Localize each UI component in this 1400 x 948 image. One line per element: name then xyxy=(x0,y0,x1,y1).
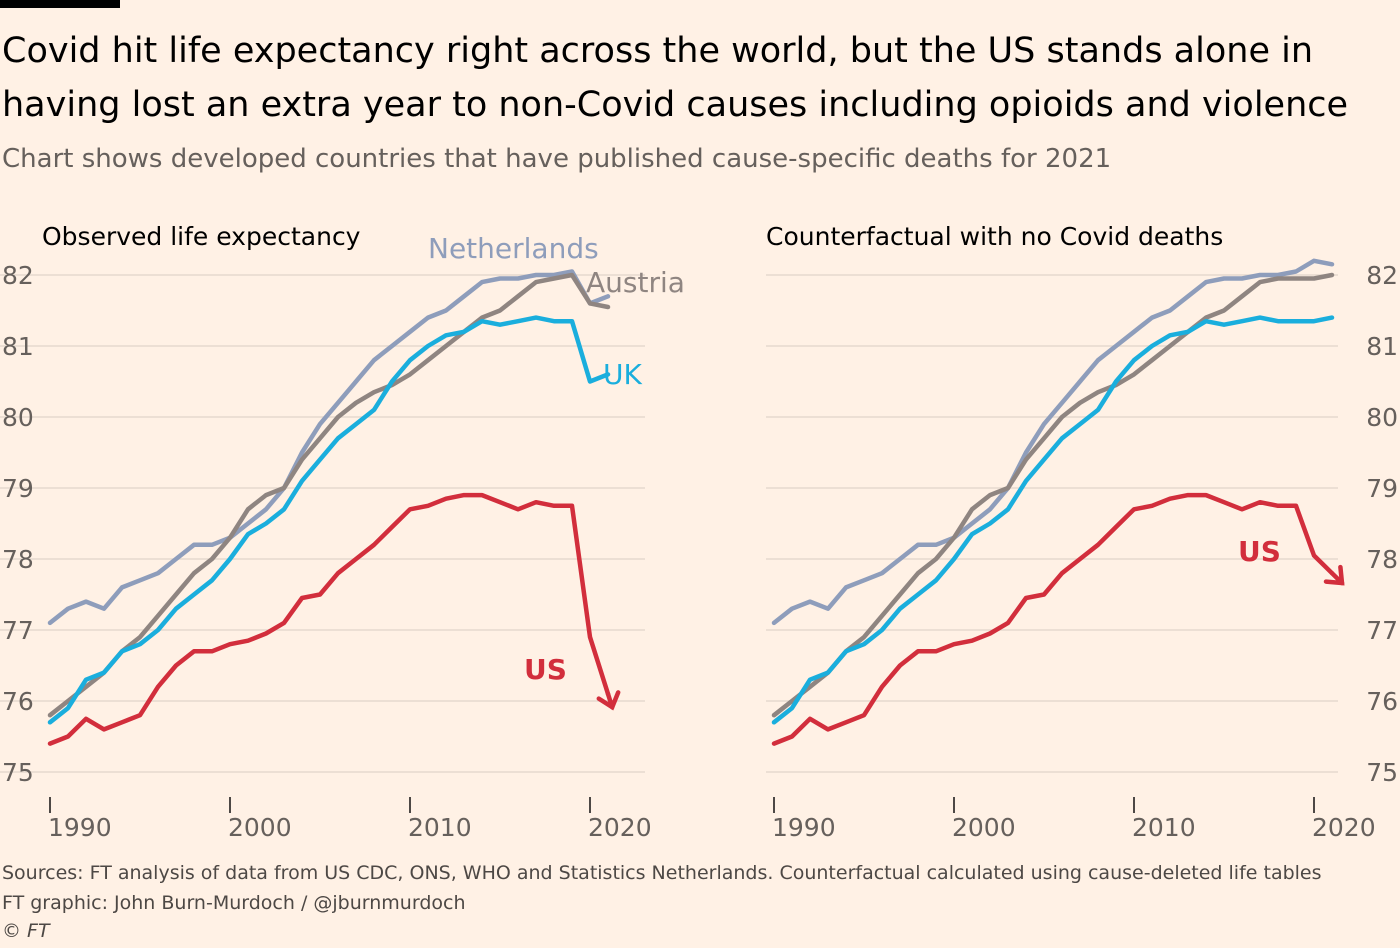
chart-subtitle: Chart shows developed countries that hav… xyxy=(2,144,1112,174)
y-tick-label: 81 xyxy=(2,332,34,361)
x-tick-label: 2010 xyxy=(408,813,472,842)
y-tick-label: 75 xyxy=(2,758,34,787)
y-tick-label: 80 xyxy=(1366,403,1398,432)
charts-svg: Observed life expectancy 75 76 77 78 79 80 81 82… xyxy=(0,222,1398,842)
series-label-us: US xyxy=(524,653,567,686)
y-tick-label: 79 xyxy=(1366,474,1398,503)
footer-sources: Sources: FT analysis of data from US CDC… xyxy=(2,862,1322,884)
y-tick-label: 77 xyxy=(2,616,34,645)
us-arrowhead xyxy=(596,690,621,711)
panel-title-1: Observed life expectancy xyxy=(42,222,361,251)
y-tick-label: 76 xyxy=(1366,687,1398,716)
x-tick-label: 2020 xyxy=(588,813,652,842)
us-arrowhead xyxy=(1323,564,1345,586)
series-line-austria xyxy=(771,272,1335,718)
y-tick-label: 75 xyxy=(1366,758,1398,787)
y-tick-label: 82 xyxy=(2,261,34,290)
series-line-austria xyxy=(47,272,611,718)
series-line-netherlands xyxy=(47,269,611,626)
x-tick-label: 1990 xyxy=(48,813,112,842)
series-line-uk xyxy=(47,315,611,725)
x-tick-label: 2000 xyxy=(228,813,292,842)
x-tick-label: 2000 xyxy=(952,813,1016,842)
x-tick-label: 2010 xyxy=(1132,813,1196,842)
ft-brand-bar xyxy=(0,0,120,8)
series-line-netherlands xyxy=(771,258,1335,626)
footer-copyright: © FT xyxy=(2,920,50,942)
footer-credit: FT graphic: John Burn-Murdoch / @jburnmu… xyxy=(2,892,466,914)
series-line-uk xyxy=(771,315,1335,725)
series-label-netherlands: Netherlands xyxy=(428,232,599,265)
y-tick-label: 78 xyxy=(2,545,34,574)
y-tick-label: 80 xyxy=(2,403,34,432)
y-tick-label: 78 xyxy=(1366,545,1398,574)
x-tick-label: 2020 xyxy=(1312,813,1376,842)
series-label-uk: UK xyxy=(603,358,642,391)
x-tick-label: 1990 xyxy=(772,813,836,842)
series-line-us xyxy=(771,492,1335,746)
chart-title: Covid hit life expectancy right across t… xyxy=(2,31,1349,125)
series-line-us xyxy=(47,492,611,746)
y-tick-label: 82 xyxy=(1366,261,1398,290)
series-label-austria: Austria xyxy=(586,266,685,299)
panel-title-2: Counterfactual with no Covid deaths xyxy=(766,222,1223,251)
series-label-us: US xyxy=(1238,535,1281,568)
y-tick-label: 81 xyxy=(1366,332,1398,361)
y-tick-label: 77 xyxy=(1366,616,1398,645)
y-tick-label: 76 xyxy=(2,687,34,716)
y-tick-label: 79 xyxy=(2,474,34,503)
